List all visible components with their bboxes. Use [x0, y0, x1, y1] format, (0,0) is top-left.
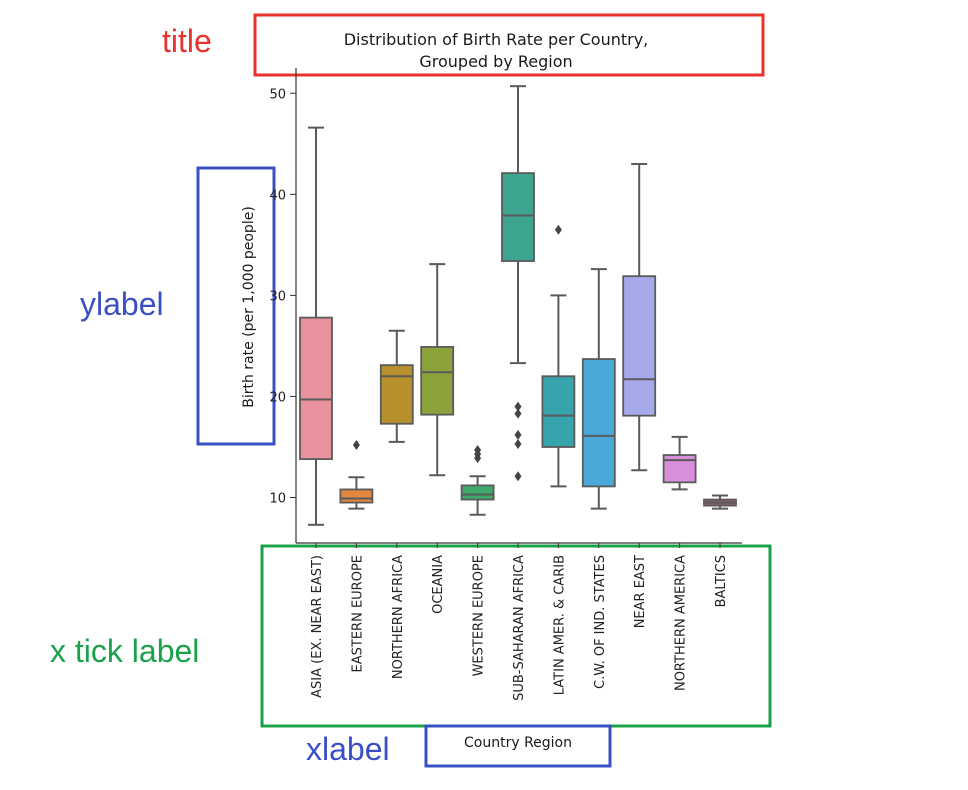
box-group [420, 263, 455, 477]
xtick-annotation-tag: x tick label [50, 633, 199, 669]
box-group [703, 494, 737, 510]
box-group [299, 126, 333, 526]
x-tick-label: C.W. OF IND. STATES [593, 555, 608, 689]
outlier-point [554, 224, 562, 235]
x-tick-label: OCEANIA [431, 555, 446, 614]
y-axis-label: Birth rate (per 1,000 people) [241, 206, 257, 408]
iqr-box [339, 488, 374, 504]
y-ticks: 10 20 30 40 50 [269, 87, 296, 507]
ylabel-annotation-frame [196, 166, 276, 446]
x-tick-label: WESTERN EUROPE [472, 555, 487, 676]
ylabel-annotation-tag: ylabel [80, 286, 164, 322]
iqr-box [299, 316, 333, 461]
box-group [501, 85, 535, 482]
x-tick-label: NORTHERN AMERICA [674, 555, 689, 691]
x-tick-label: BALTICS [714, 555, 729, 607]
y-tick-label: 10 [269, 492, 286, 507]
iqr-box [622, 275, 657, 417]
chart-title-line-2: Grouped by Region [419, 52, 572, 71]
x-tick-label: SUB-SAHARAN AFRICA [512, 555, 527, 701]
xlabel-annotation-frame [424, 724, 612, 768]
iqr-box [501, 172, 535, 262]
y-tick-label: 40 [269, 188, 286, 203]
box-group [662, 435, 697, 491]
x-axis-label: Country Region [464, 735, 572, 751]
outlier-point [514, 401, 522, 412]
title-annotation-frame [253, 13, 765, 77]
box-group [460, 445, 495, 516]
outlier-point [474, 445, 482, 456]
x-ticks: ASIA (EX. NEAR EAST) EASTERN EUROPE NORTHE… [310, 543, 729, 701]
box-group [541, 224, 576, 488]
x-tick-label: NEAR EAST [633, 555, 648, 628]
iqr-box [420, 346, 455, 416]
x-tick-label: NORTHERN AFRICA [391, 555, 406, 679]
iqr-box [379, 364, 414, 425]
xlabel-annotation-tag: xlabel [306, 731, 390, 767]
iqr-box [581, 358, 616, 488]
iqr-box [460, 484, 495, 501]
y-tick-label: 50 [269, 87, 286, 102]
outlier-point [514, 438, 522, 449]
box-group [581, 268, 616, 510]
y-tick-label: 30 [269, 289, 286, 304]
box-group [622, 163, 657, 472]
outlier-point [514, 408, 522, 419]
iqr-box [541, 375, 576, 448]
title-annotation-tag: title [162, 23, 212, 59]
y-tick-label: 20 [269, 390, 286, 405]
outlier-point [514, 429, 522, 440]
boxes [299, 85, 737, 526]
outlier-point [514, 471, 522, 482]
outlier-point [352, 439, 360, 450]
box-group [379, 329, 414, 443]
x-tick-label: LATIN AMER. & CARIB [552, 555, 567, 695]
chart-title-line-1: Distribution of Birth Rate per Country, [344, 30, 649, 49]
box-group [339, 439, 374, 510]
x-tick-label: EASTERN EUROPE [350, 555, 365, 672]
x-tick-label: ASIA (EX. NEAR EAST) [310, 555, 325, 698]
